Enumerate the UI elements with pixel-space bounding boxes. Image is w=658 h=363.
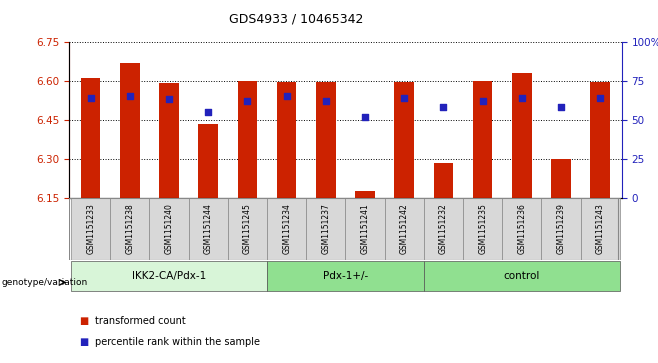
Text: GSM1151243: GSM1151243 (595, 203, 605, 254)
Point (478, 98, 488, 104)
Bar (189, 198, 228, 260)
Bar (199, 124, 218, 198)
Text: GSM1151240: GSM1151240 (164, 203, 174, 254)
Bar (512, 73, 532, 198)
Bar (502, 198, 542, 260)
Point (595, 95, 605, 101)
Text: percentile rank within the sample: percentile rank within the sample (95, 337, 261, 347)
Bar (267, 198, 306, 260)
Bar (71, 198, 111, 260)
Bar (385, 198, 424, 260)
Text: GSM1151233: GSM1151233 (86, 203, 95, 254)
Bar (424, 198, 463, 260)
Bar (551, 159, 571, 198)
Point (438, 105, 449, 110)
Bar (434, 163, 453, 198)
Point (164, 97, 174, 102)
Bar (580, 198, 620, 260)
Text: genotype/variation: genotype/variation (1, 278, 88, 287)
Point (86, 95, 96, 101)
Text: GSM1151242: GSM1151242 (400, 203, 409, 254)
Point (399, 95, 409, 101)
Text: GSM1151236: GSM1151236 (517, 203, 526, 254)
Bar (345, 198, 385, 260)
Text: GSM1151232: GSM1151232 (439, 203, 448, 254)
Point (242, 98, 253, 104)
Text: Pdx-1+/-: Pdx-1+/- (323, 271, 368, 281)
Bar (394, 82, 414, 198)
Text: GSM1151238: GSM1151238 (126, 203, 134, 254)
Text: GSM1151235: GSM1151235 (478, 203, 487, 254)
Bar (424, 261, 620, 290)
Point (320, 98, 331, 104)
Bar (473, 81, 492, 198)
Bar (267, 261, 424, 290)
Bar (306, 198, 345, 260)
Bar (355, 191, 375, 198)
Bar (277, 82, 297, 198)
Text: GSM1151239: GSM1151239 (557, 203, 565, 254)
Text: GSM1151234: GSM1151234 (282, 203, 291, 254)
Point (360, 114, 370, 119)
Point (124, 93, 135, 99)
Point (517, 95, 527, 101)
Text: ■: ■ (79, 337, 88, 347)
Bar (81, 78, 101, 198)
Point (556, 105, 567, 110)
Bar (159, 83, 179, 198)
Bar (542, 198, 580, 260)
Text: GDS4933 / 10465342: GDS4933 / 10465342 (229, 13, 363, 26)
Point (203, 109, 213, 115)
Text: control: control (503, 271, 540, 281)
Text: IKK2-CA/Pdx-1: IKK2-CA/Pdx-1 (132, 271, 206, 281)
Text: GSM1151245: GSM1151245 (243, 203, 252, 254)
Text: ■: ■ (79, 316, 88, 326)
Bar (238, 81, 257, 198)
Bar (316, 82, 336, 198)
Bar (71, 261, 267, 290)
Bar (590, 82, 610, 198)
Bar (149, 198, 189, 260)
Text: GSM1151244: GSM1151244 (204, 203, 213, 254)
Text: transformed count: transformed count (95, 316, 186, 326)
Bar (228, 198, 267, 260)
Bar (463, 198, 502, 260)
Point (282, 93, 292, 99)
Text: GSM1151237: GSM1151237 (321, 203, 330, 254)
Bar (111, 198, 149, 260)
Bar (120, 62, 139, 198)
Text: GSM1151241: GSM1151241 (361, 203, 370, 254)
